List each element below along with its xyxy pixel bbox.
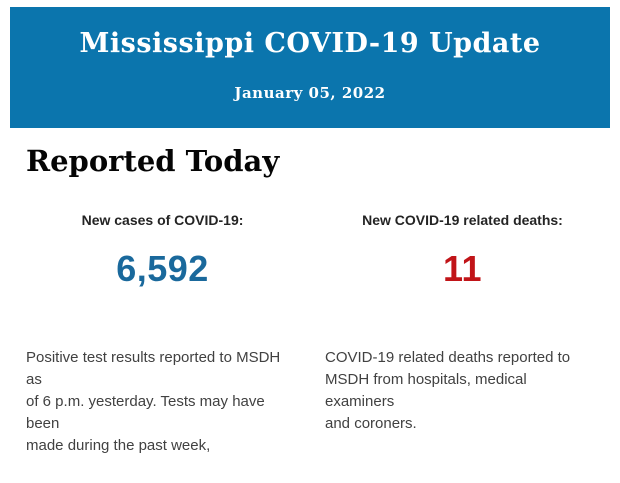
newsletter-date: January 05, 2022 [234, 84, 386, 102]
stat-label-new-cases: New cases of COVID-19: [81, 212, 244, 228]
header-banner: Mississippi COVID-19 Update January 05, … [10, 7, 610, 128]
stat-value-new-cases: 6,592 [116, 248, 209, 289]
stat-card-new-cases: New cases of COVID-19: 6,592 Positive te… [26, 212, 299, 457]
page-title: Reported Today [26, 144, 280, 178]
newsletter-title: Mississippi COVID-19 Update [79, 28, 541, 59]
stat-description-new-cases: Positive test results reported to MSDH a… [26, 349, 281, 454]
stat-card-new-deaths: New COVID-19 related deaths: 11 COVID-19… [325, 212, 600, 457]
stats-row: New cases of COVID-19: 6,592 Positive te… [26, 212, 600, 457]
stat-description-new-deaths: COVID-19 related deaths reported to MSDH… [325, 349, 571, 432]
stat-value-new-deaths: 11 [442, 248, 483, 289]
report-body: Reported Today New cases of COVID-19: 6,… [0, 145, 620, 457]
stat-label-new-deaths: New COVID-19 related deaths: [362, 212, 563, 228]
